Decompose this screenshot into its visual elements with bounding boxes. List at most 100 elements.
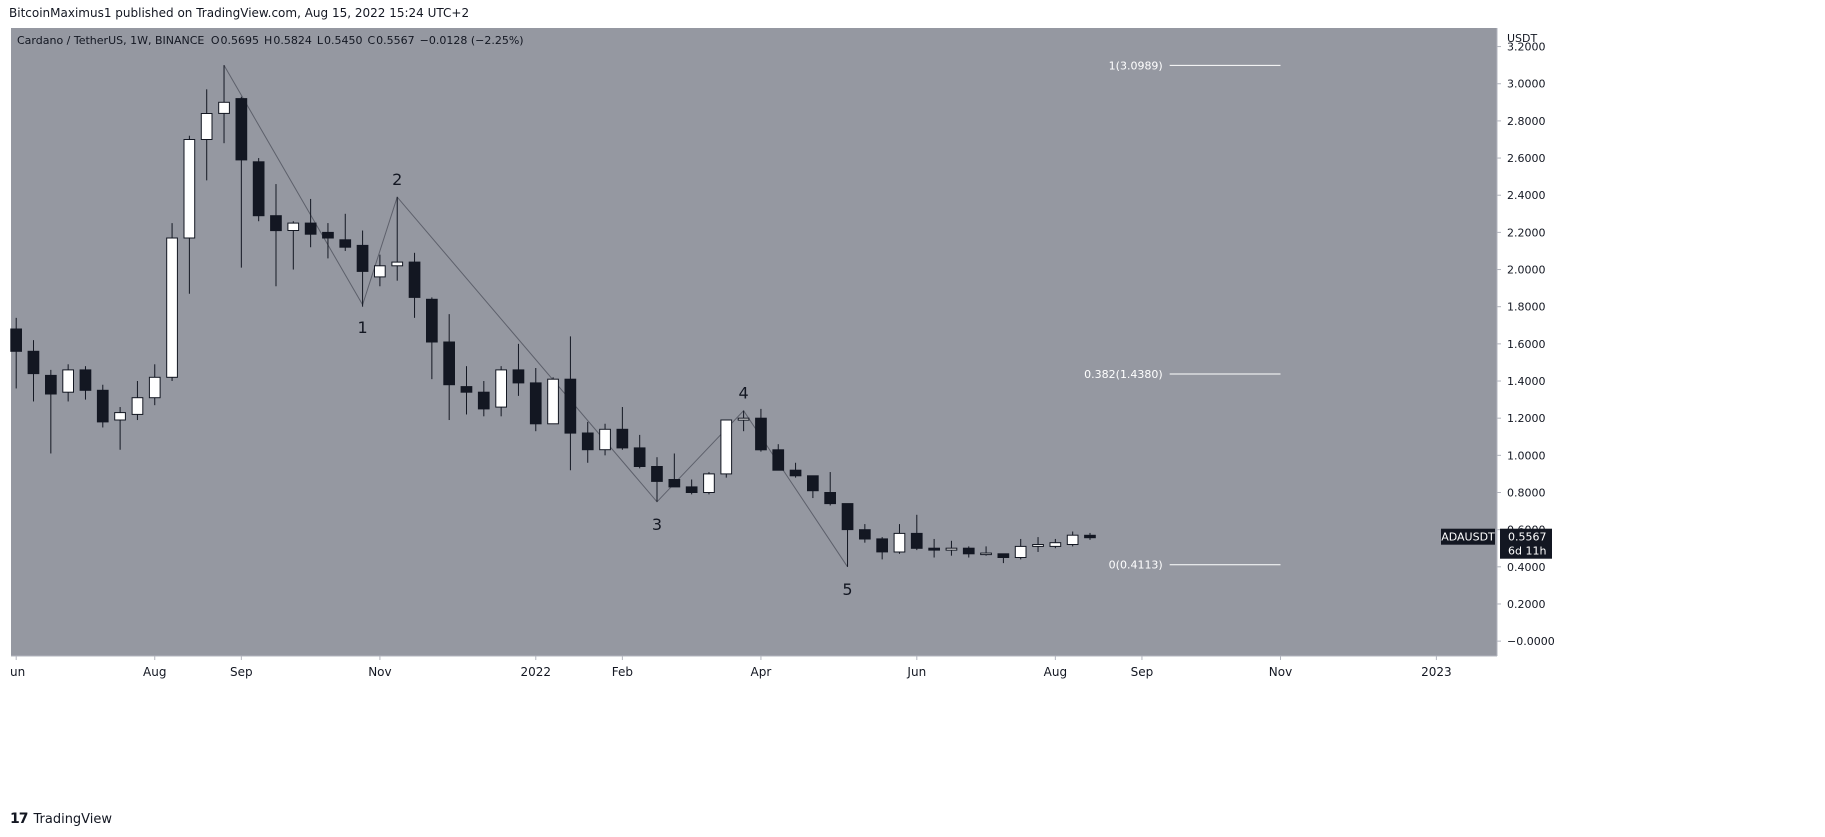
x-tick-label: 2022 bbox=[521, 665, 552, 679]
y-tick-label: 2.8000 bbox=[1507, 115, 1546, 128]
y-tick-label: 0.4000 bbox=[1507, 561, 1546, 574]
candle-13 bbox=[235, 96, 248, 268]
y-tick-label: 0.2000 bbox=[1507, 598, 1546, 611]
candle-body bbox=[27, 350, 40, 375]
candle-body bbox=[928, 547, 940, 551]
candle-43 bbox=[755, 408, 767, 452]
candle-body bbox=[62, 369, 74, 393]
candle-body bbox=[876, 538, 888, 553]
candle-body bbox=[685, 486, 698, 493]
y-tick-label: 2.0000 bbox=[1507, 264, 1546, 277]
candle-27 bbox=[477, 381, 490, 417]
candle-body bbox=[1066, 534, 1079, 546]
tradingview-logo-icon: 17 bbox=[10, 811, 29, 827]
candle-body bbox=[633, 447, 646, 467]
ohlc-value: 0.5695 bbox=[221, 34, 260, 47]
y-tick-label: 1.6000 bbox=[1507, 338, 1546, 351]
candle-40 bbox=[703, 472, 715, 495]
ohlc-value: −0.0128 (−2.25%) bbox=[420, 34, 524, 47]
candle-body bbox=[460, 386, 473, 393]
candle-body bbox=[1014, 545, 1027, 559]
candle-10 bbox=[183, 135, 196, 294]
candle-54 bbox=[945, 540, 958, 556]
y-tick-label: 1.0000 bbox=[1507, 449, 1546, 462]
symbol-header: Cardano / TetherUS, 1W, BINANCE O0.5695 H… bbox=[17, 34, 524, 47]
wave-label-1: 1 bbox=[357, 318, 367, 337]
x-tick-label: un bbox=[10, 665, 25, 679]
candle-25 bbox=[443, 314, 455, 421]
candle-29 bbox=[512, 343, 525, 396]
candle-19 bbox=[339, 213, 352, 251]
ohlc-value: 0.5450 bbox=[324, 34, 363, 47]
candle-8 bbox=[148, 364, 161, 406]
candle-body bbox=[651, 466, 663, 482]
candle-body bbox=[668, 479, 681, 488]
y-tick-label: 1.4000 bbox=[1507, 375, 1546, 388]
y-axis-unit: USDT bbox=[1507, 32, 1538, 45]
ohlc-header: Cardano / TetherUS, 1W, BINANCE O0.5695 H… bbox=[17, 34, 524, 47]
candle-body bbox=[148, 376, 161, 399]
candles bbox=[10, 65, 1096, 567]
candle-7 bbox=[131, 381, 144, 421]
candle-50 bbox=[876, 537, 888, 560]
candle-17 bbox=[304, 198, 317, 248]
y-tick-label: 3.0000 bbox=[1507, 78, 1546, 91]
ohlc-value: 0.5824 bbox=[273, 34, 312, 47]
candle-52 bbox=[910, 514, 923, 551]
candle-body bbox=[96, 389, 109, 423]
candle-body bbox=[10, 328, 22, 352]
candle-32 bbox=[564, 336, 577, 471]
candle-55 bbox=[962, 546, 975, 558]
candle-body bbox=[529, 382, 542, 425]
candle-body bbox=[512, 369, 525, 384]
candle-36 bbox=[633, 434, 646, 469]
price-tag-bg bbox=[1500, 528, 1552, 559]
candle-5 bbox=[96, 384, 109, 428]
price-tag-countdown: 6d 11h bbox=[1508, 545, 1546, 558]
fib-label-0: 1(3.0989) bbox=[1109, 59, 1163, 72]
ohlc-label: H bbox=[264, 34, 272, 47]
candle-body bbox=[789, 469, 802, 477]
candle-58 bbox=[1014, 538, 1027, 560]
candle-30 bbox=[529, 368, 542, 432]
candle-12 bbox=[218, 65, 230, 144]
candle-body bbox=[374, 265, 386, 278]
candle-31 bbox=[547, 377, 559, 425]
candle-body bbox=[564, 378, 577, 434]
x-tick-label: Sep bbox=[230, 665, 253, 679]
candle-14 bbox=[252, 158, 265, 222]
candle-body bbox=[252, 161, 265, 217]
candle-34 bbox=[599, 423, 611, 456]
candle-body bbox=[772, 449, 785, 471]
candle-1 bbox=[27, 340, 40, 402]
candle-45 bbox=[789, 462, 802, 478]
candle-38 bbox=[668, 453, 681, 488]
candle-11 bbox=[200, 89, 213, 181]
candle-body bbox=[287, 222, 300, 232]
candle-body bbox=[997, 553, 1010, 558]
x-tick-label: Nov bbox=[368, 665, 391, 679]
y-tick-label: 2.4000 bbox=[1507, 189, 1546, 202]
x-axis: un Aug Sep Nov 2022 Feb Apr Jun Aug Sep Nov 2023 bbox=[10, 656, 1452, 679]
candle-body bbox=[218, 101, 230, 114]
ohlc-label: L bbox=[317, 34, 324, 47]
candle-body bbox=[720, 419, 733, 475]
candle-56 bbox=[980, 546, 992, 556]
candle-41 bbox=[720, 419, 733, 478]
candle-35 bbox=[616, 407, 629, 450]
candle-24 bbox=[426, 297, 438, 380]
candle-body bbox=[114, 412, 126, 421]
candle-49 bbox=[859, 524, 871, 543]
candle-44 bbox=[772, 444, 785, 471]
plot-area[interactable] bbox=[11, 28, 1497, 656]
candle-57 bbox=[997, 553, 1010, 564]
candle-body bbox=[235, 98, 248, 161]
ohlc-label: O bbox=[211, 34, 220, 47]
candle-body bbox=[945, 547, 958, 551]
candle-body bbox=[962, 547, 975, 555]
tradingview-logo[interactable]: 17 TradingView bbox=[10, 810, 112, 828]
candle-body bbox=[599, 428, 611, 451]
wave-label-3: 3 bbox=[652, 515, 662, 534]
candle-body bbox=[408, 261, 421, 298]
